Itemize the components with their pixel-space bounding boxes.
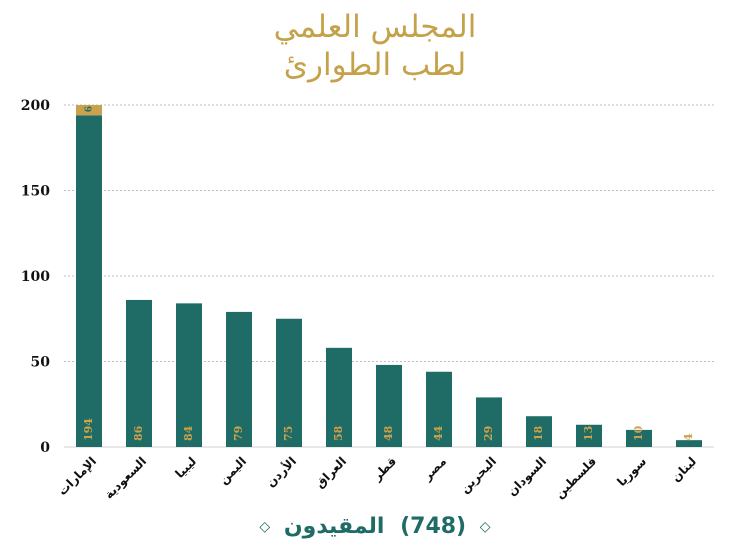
data-label: 79 xyxy=(232,426,245,441)
bar xyxy=(126,299,152,447)
data-label: 4 xyxy=(682,433,695,441)
bar-chart: 0 50 100 150 200 6 194 الإمارات 86 السعودية 84 ليبي… xyxy=(21,98,714,502)
diamond-icon: ◇ xyxy=(479,519,491,535)
bar xyxy=(326,347,352,447)
data-label: 86 xyxy=(132,425,145,441)
bar xyxy=(426,371,452,447)
data-label: 18 xyxy=(532,425,545,441)
data-label: 48 xyxy=(382,425,395,441)
x-tick-label: ليبيا xyxy=(172,454,199,481)
x-tick-label: سوريا xyxy=(614,454,650,490)
x-tick-label: اليمن xyxy=(216,454,249,487)
footer-count: (748) xyxy=(400,514,467,539)
data-label: 29 xyxy=(482,426,495,441)
chart-title: المجلس العلمي لطب الطوارئ xyxy=(0,8,750,84)
x-tick-label: قطر xyxy=(369,454,399,484)
bar xyxy=(476,397,502,447)
footer-total: ◇ المقيدون (748) ◇ xyxy=(0,514,750,539)
bar xyxy=(276,318,302,447)
x-tick-label: البحرين xyxy=(457,454,499,496)
x-tick-label: السعودية xyxy=(102,454,150,502)
x-tick-label: الإمارات xyxy=(55,454,99,498)
x-tick-label: الأردن xyxy=(263,454,299,490)
x-tick-label: مصر xyxy=(420,454,449,483)
y-tick-label: 50 xyxy=(31,355,51,371)
bar xyxy=(176,303,202,447)
chart-title-line-2: لطب الطوارئ xyxy=(283,47,467,83)
data-label: 75 xyxy=(282,426,295,441)
bar xyxy=(626,429,652,447)
y-tick-label: 150 xyxy=(21,184,50,200)
data-label: 6 xyxy=(85,106,95,112)
x-tick-label: لبنان xyxy=(669,454,699,484)
bar xyxy=(376,364,402,447)
data-label: 10 xyxy=(632,425,645,441)
bar xyxy=(676,440,702,447)
bar xyxy=(526,416,552,447)
y-tick-label: 200 xyxy=(21,98,50,114)
bar-segment xyxy=(76,105,102,116)
chart-title-line-1: المجلس العلمي xyxy=(273,9,477,45)
y-tick-label: 0 xyxy=(40,440,50,456)
data-label: 58 xyxy=(332,425,345,441)
x-tick-label: العراق xyxy=(313,454,350,491)
data-label: 84 xyxy=(182,425,195,441)
data-label: 194 xyxy=(82,418,95,441)
x-tick-label: فلسطين xyxy=(552,454,599,501)
data-label: 13 xyxy=(582,426,595,441)
bar xyxy=(576,424,602,447)
x-tick-label: السودان xyxy=(505,454,550,499)
y-tick-label: 100 xyxy=(21,269,50,285)
diamond-icon: ◇ xyxy=(259,519,271,535)
bar xyxy=(76,115,102,447)
bar xyxy=(226,311,252,447)
data-label: 44 xyxy=(432,425,445,441)
footer-label: المقيدون xyxy=(283,514,385,539)
